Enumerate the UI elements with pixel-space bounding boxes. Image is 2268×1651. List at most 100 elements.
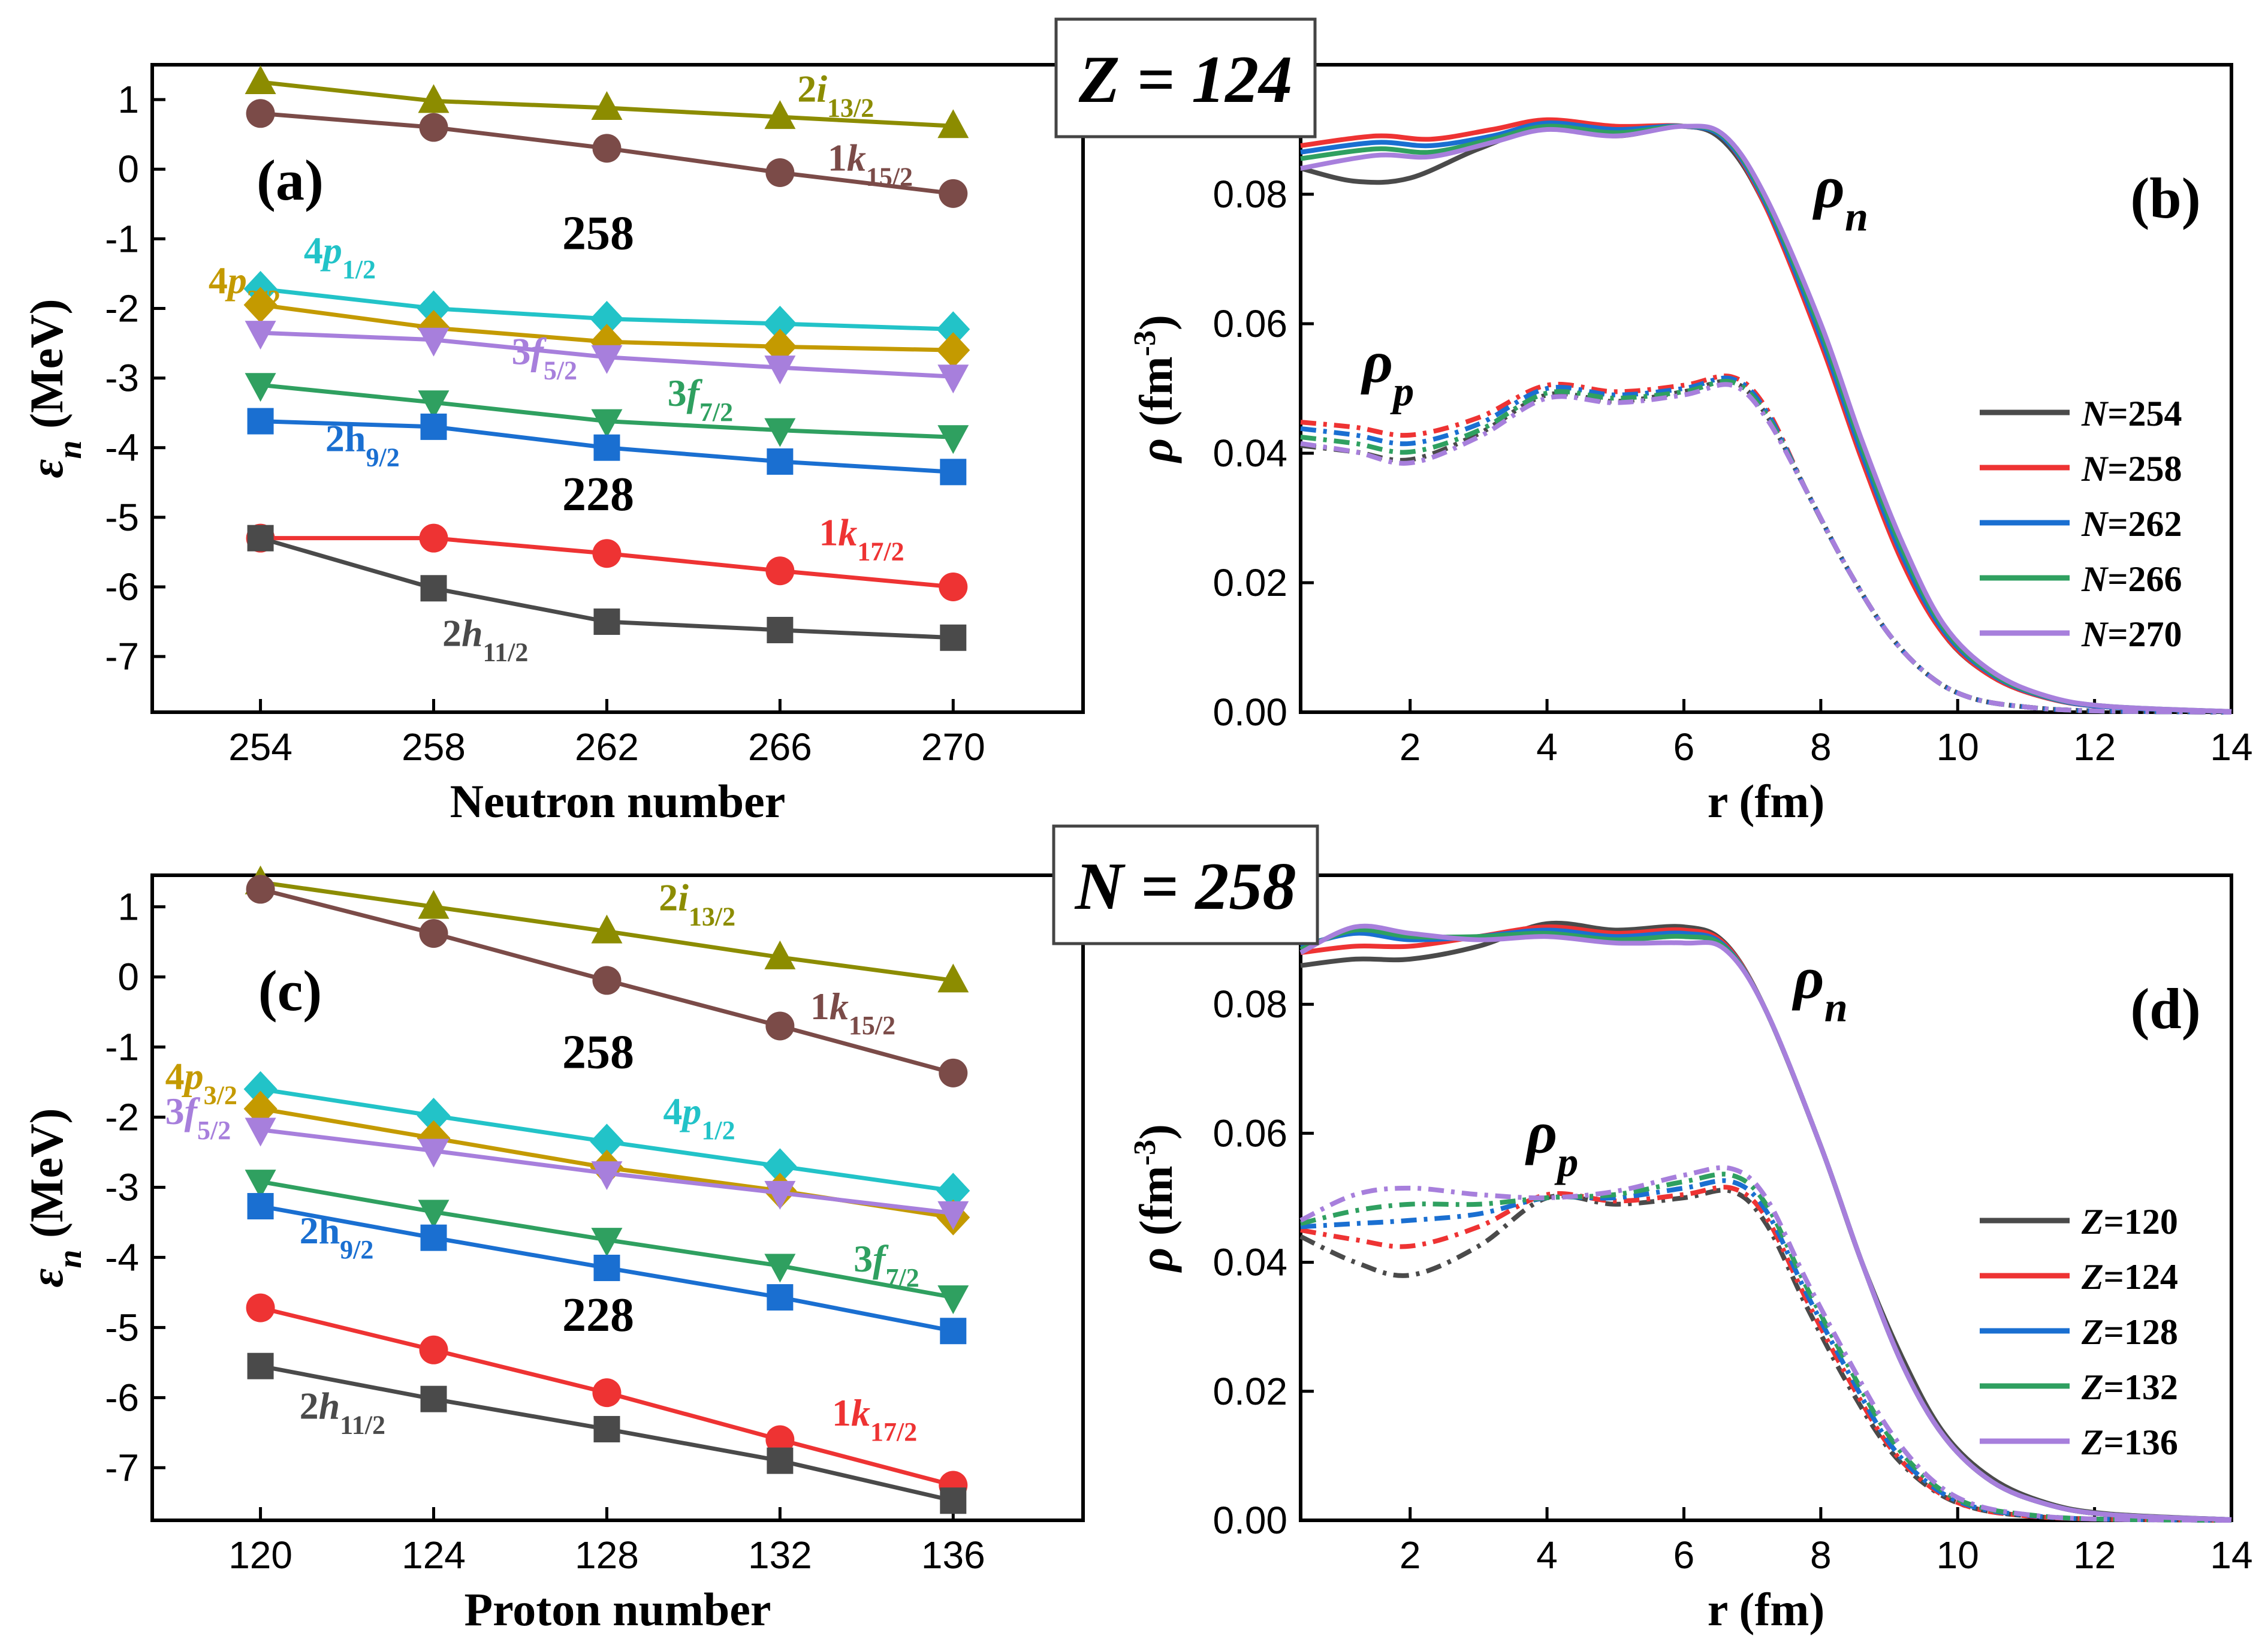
data-point-2h11/2 xyxy=(593,1415,620,1442)
y-tick-label: -3 xyxy=(105,357,139,400)
data-point-1k15/2 xyxy=(419,919,448,948)
y-axis-label: ρ (fm-3) xyxy=(1128,1124,1183,1273)
data-point-1k15/2 xyxy=(592,966,622,995)
x-axis-label: Proton number xyxy=(464,1583,771,1635)
data-point-3f7/2 xyxy=(245,1170,276,1199)
x-tick-label: 266 xyxy=(748,725,812,769)
y-axis-label: εn (MeV) xyxy=(20,299,89,478)
data-point-4p1/2 xyxy=(417,1098,451,1134)
y-axis-label: εn (MeV) xyxy=(20,1108,89,1287)
level-label-3f7/2: 3f7/2 xyxy=(668,372,734,427)
data-point-2h9/2 xyxy=(247,408,274,435)
data-point-3f7/2 xyxy=(937,1285,969,1315)
data-point-3f5/2 xyxy=(764,1180,796,1210)
y-tick-label: -1 xyxy=(105,1026,139,1069)
x-tick-label: 254 xyxy=(228,725,292,769)
legend-label-N=266: N=266 xyxy=(2081,559,2182,599)
data-point-3f5/2 xyxy=(591,345,623,374)
data-point-3f5/2 xyxy=(937,364,969,394)
level-label-4p3/2: 4p3/2 xyxy=(209,259,281,314)
x-tick-label: 12 xyxy=(2073,1533,2116,1577)
level-label-1k17/2: 1k17/2 xyxy=(832,1391,917,1447)
x-tick-label: 8 xyxy=(1810,725,1832,769)
y-tick-label: -7 xyxy=(105,635,139,678)
x-tick-label: 6 xyxy=(1673,1533,1695,1577)
data-point-3f7/2 xyxy=(591,1228,623,1257)
data-point-2h11/2 xyxy=(247,1352,274,1379)
x-axis-label: Neutron number xyxy=(450,775,786,827)
data-point-2h11/2 xyxy=(420,1385,447,1412)
plot-frame xyxy=(150,873,1085,1522)
data-point-2i13/2 xyxy=(418,84,450,113)
y-tick-label: -7 xyxy=(105,1446,139,1489)
density-annotation-rho_n: ρn xyxy=(1792,944,1847,1031)
x-tick-label: 270 xyxy=(921,725,985,769)
level-label-4p1/2: 4p1/2 xyxy=(304,229,376,284)
data-point-1k17/2 xyxy=(419,523,448,553)
proton-density-Z=128 xyxy=(1300,1178,2232,1523)
data-point-4p1/2 xyxy=(936,1173,970,1209)
y-tick-label: -1 xyxy=(105,217,139,260)
data-point-2h11/2 xyxy=(940,1487,967,1514)
data-point-3f5/2 xyxy=(591,1161,623,1191)
data-point-2i13/2 xyxy=(591,91,623,120)
legend-label-Z=120: Z=120 xyxy=(2081,1202,2178,1242)
proton-density-N=270 xyxy=(1300,382,2232,715)
data-point-2i13/2 xyxy=(418,890,450,919)
y-tick-label: 0.00 xyxy=(1213,1499,1287,1542)
y-tick-label: 0 xyxy=(117,147,139,191)
x-tick-label: 14 xyxy=(2210,725,2252,769)
data-point-2i13/2 xyxy=(591,914,623,944)
x-tick-label: 4 xyxy=(1536,725,1558,769)
plot-frame xyxy=(1299,63,2233,714)
data-point-1k17/2 xyxy=(592,539,622,568)
magic-number-label: 258 xyxy=(562,207,634,260)
x-tick-label: 2 xyxy=(1400,725,1421,769)
x-axis-label: r (fm) xyxy=(1708,1583,1825,1635)
data-point-1k15/2 xyxy=(592,134,622,163)
level-label-2h11/2: 2h11/2 xyxy=(442,612,528,667)
n-label: N = 258 xyxy=(1074,849,1296,924)
data-point-2h9/2 xyxy=(420,413,447,440)
data-point-3f5/2 xyxy=(245,1117,276,1147)
y-tick-label: -4 xyxy=(105,1236,139,1279)
proton-density-Z=136 xyxy=(1299,1165,2232,1523)
data-point-1k17/2 xyxy=(765,1425,795,1454)
data-point-1k17/2 xyxy=(765,556,795,586)
data-point-3f7/2 xyxy=(937,425,969,454)
y-axis-label: ρ (fm-3) xyxy=(1128,315,1183,463)
data-point-3f5/2 xyxy=(418,327,450,357)
x-tick-label: 132 xyxy=(748,1533,812,1577)
x-tick-label: 10 xyxy=(1937,1533,1979,1577)
y-tick-label: -3 xyxy=(105,1165,139,1209)
panel-a-chart: 254 258 262 266 270 1 0 -1 -2 -3 -4 -5 -6 -7 Neutron n… xyxy=(20,63,1085,827)
z-label-box: Z = 124 xyxy=(1054,17,1317,138)
panel-label: (c) xyxy=(258,959,322,1023)
data-point-4p1/2 xyxy=(763,1148,797,1185)
plot-frame xyxy=(150,63,1085,714)
y-tick-label: -5 xyxy=(105,496,139,539)
x-tick-label: 12 xyxy=(2073,725,2116,769)
legend-label-N=262: N=262 xyxy=(2081,504,2182,544)
level-label-2i13/2: 2i13/2 xyxy=(659,876,735,931)
data-point-2h9/2 xyxy=(420,1224,447,1251)
data-point-3f5/2 xyxy=(937,1201,969,1230)
data-point-2h11/2 xyxy=(420,575,447,602)
y-tick-label: -2 xyxy=(105,287,139,330)
data-point-4p1/2 xyxy=(417,290,451,327)
data-point-3f5/2 xyxy=(245,321,276,350)
data-point-3f7/2 xyxy=(591,409,623,438)
x-axis-label: r (fm) xyxy=(1708,775,1825,827)
y-tick-label: 0.06 xyxy=(1213,302,1287,345)
legend-label-N=254: N=254 xyxy=(2081,394,2182,433)
data-point-3f5/2 xyxy=(764,355,796,385)
legend-label-Z=128: Z=128 xyxy=(2081,1312,2178,1352)
data-point-4p1/2 xyxy=(590,1123,624,1160)
neutron-density-N=270 xyxy=(1300,123,2232,714)
y-tick-label: -6 xyxy=(105,565,139,608)
legend-label-N=258: N=258 xyxy=(2081,449,2182,489)
data-point-4p1/2 xyxy=(763,306,797,342)
legend-label-N=270: N=270 xyxy=(2081,614,2182,654)
plot-frame xyxy=(1299,873,2233,1522)
data-point-1k17/2 xyxy=(939,572,968,601)
